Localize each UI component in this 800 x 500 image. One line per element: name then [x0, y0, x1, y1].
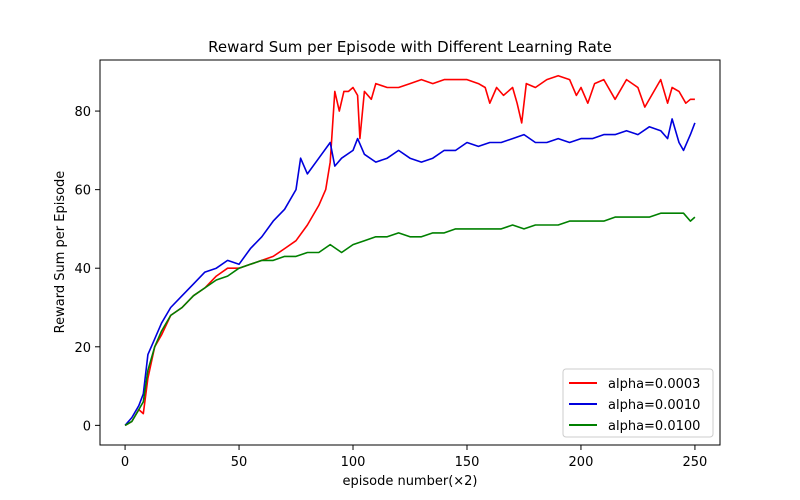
legend: alpha=0.0003 alpha=0.0010 alpha=0.0100: [562, 368, 714, 438]
chart-title: Reward Sum per Episode with Different Le…: [208, 38, 612, 56]
y-tick-label-0: 0: [83, 419, 91, 434]
x-tick-label-4: 200: [569, 455, 594, 470]
legend-label-2: alpha=0.0100: [608, 419, 700, 434]
legend-label-0: alpha=0.0003: [608, 377, 700, 392]
y-tick-label-1: 20: [74, 341, 91, 356]
y-axis: 0 20 40 60 80: [74, 105, 100, 434]
legend-label-1: alpha=0.0010: [608, 398, 700, 413]
x-tick-label-2: 100: [341, 455, 366, 470]
x-tick-label-3: 150: [455, 455, 480, 470]
y-axis-label: Reward Sum per Episode: [53, 171, 68, 334]
series-line-1: [124, 118, 696, 426]
y-tick-label-2: 40: [74, 262, 91, 277]
series-layer: [124, 74, 696, 427]
x-axis-label: episode number(×2): [342, 474, 477, 489]
x-tick-label-1: 50: [231, 455, 248, 470]
legend-box: [562, 368, 714, 438]
series-line-2: [124, 212, 696, 427]
series-line-0: [124, 74, 695, 427]
y-tick-label-4: 80: [74, 105, 91, 120]
x-axis: 0 50 100 150 200 250: [121, 445, 707, 470]
x-tick-label-5: 250: [683, 455, 708, 470]
y-tick-label-3: 60: [74, 184, 91, 199]
plot-frame: [99, 59, 721, 446]
x-tick-label-0: 0: [121, 455, 129, 470]
